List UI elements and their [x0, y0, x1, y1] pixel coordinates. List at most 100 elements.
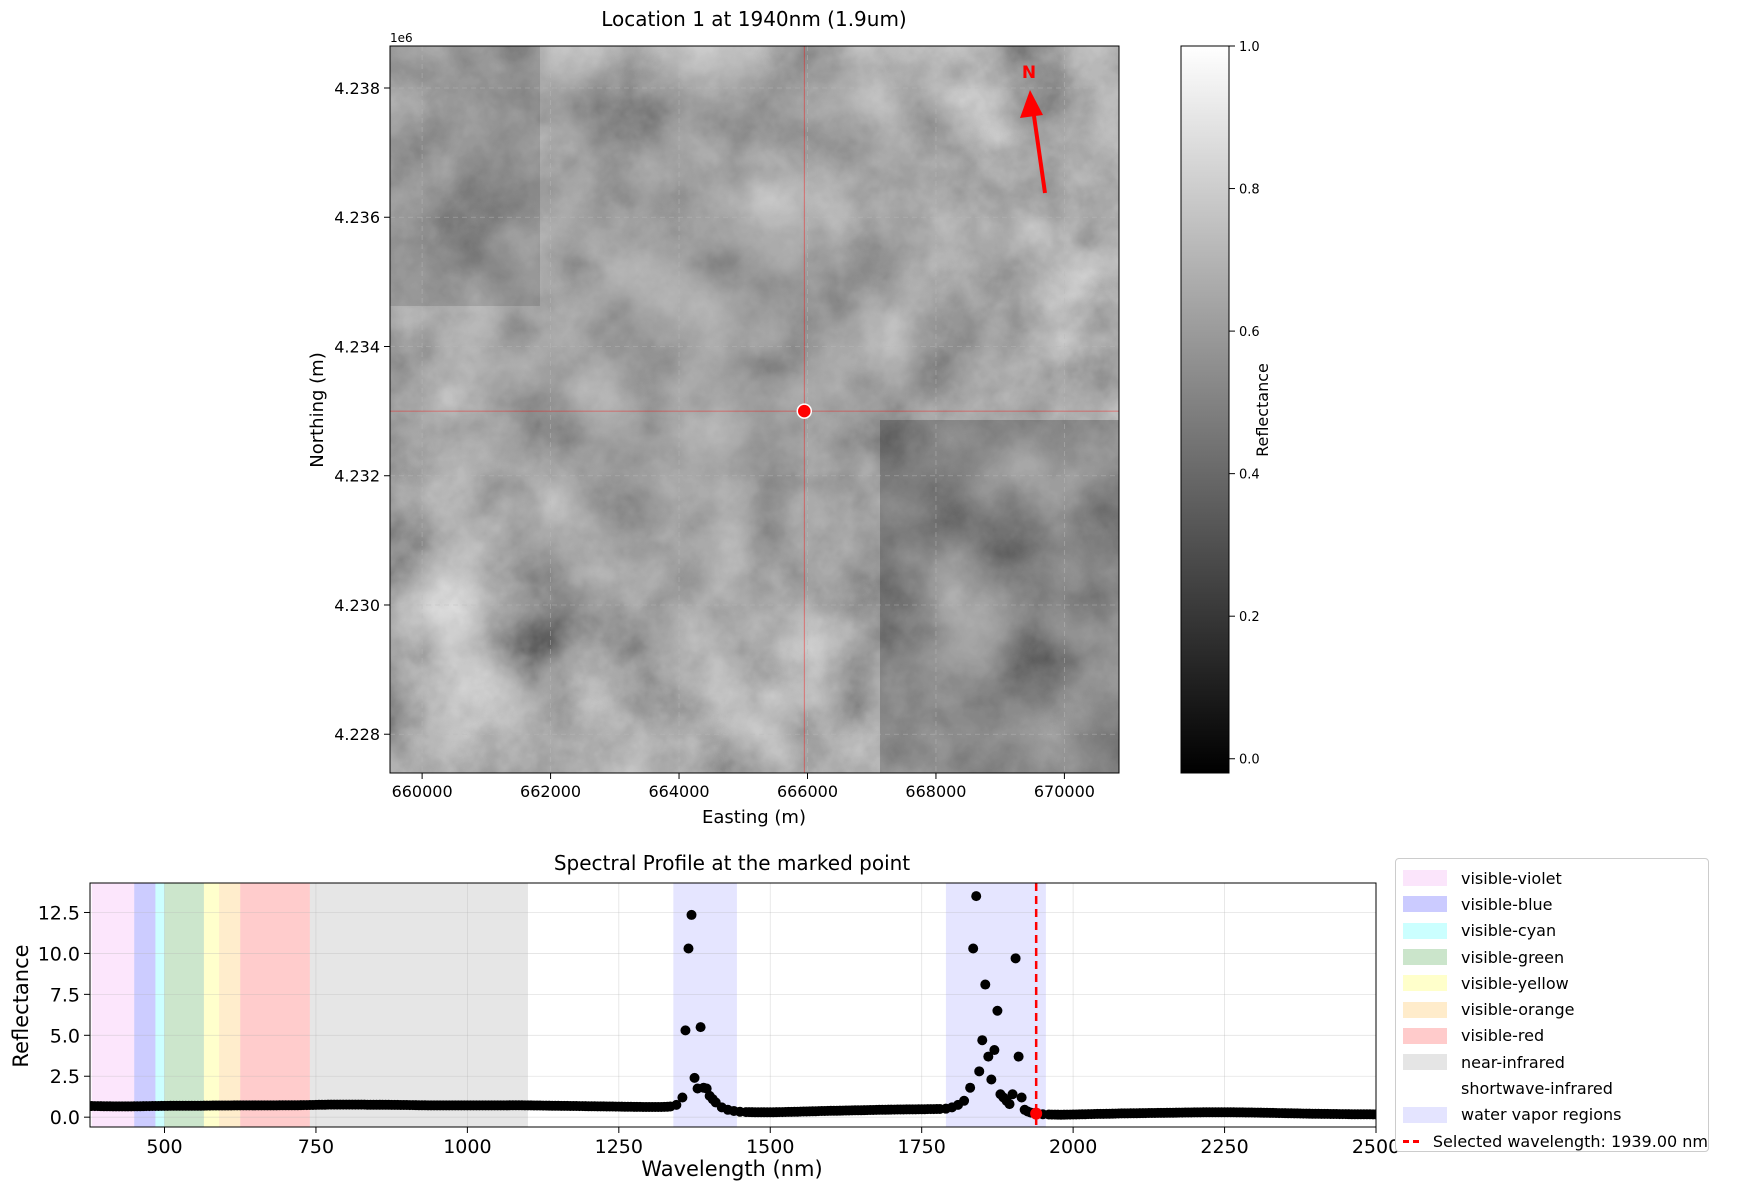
legend-swatch	[1403, 922, 1447, 939]
map-x-tick-label: 666000	[777, 782, 838, 801]
spectral-point	[680, 1025, 691, 1036]
map-y-ticks: 4.228 4.230 4.232 4.234 4.236 4.238	[334, 79, 390, 744]
spectral-x-tick-label: 1750	[898, 1136, 946, 1158]
north-arrow-head	[1020, 90, 1043, 118]
map-x-tick-label: 668000	[905, 782, 966, 801]
map-image	[390, 46, 1119, 773]
spectral-y-tick-label: 5.0	[50, 1025, 80, 1047]
region-visible-cyan	[155, 883, 165, 1127]
map-x-tick-label: 670000	[1034, 782, 1095, 801]
spectral-point	[983, 1051, 994, 1062]
legend-item-selected-wavelength: Selected wavelength: 1939.00 nm	[1396, 1128, 1708, 1154]
legend-item-visible-green: visible-green	[1396, 944, 1708, 970]
region-visible-orange	[219, 883, 241, 1127]
spectral-point	[980, 979, 991, 990]
spectral-point	[989, 1045, 1000, 1056]
legend-swatch	[1403, 975, 1447, 992]
map-x-ticks: 660000 662000 664000 666000 668000 670000	[392, 773, 1095, 801]
legend-item-visible-blue: visible-blue	[1396, 891, 1708, 917]
spectral-x-tick-label: 2250	[1200, 1136, 1248, 1158]
colorbar-tick-label: 0.8	[1239, 183, 1260, 198]
spectral-title: Spectral Profile at the marked point	[554, 851, 910, 875]
colorbar-label: Reflectance	[1253, 363, 1272, 457]
legend-item-visible-red: visible-red	[1396, 1023, 1708, 1049]
map-y-tick-label: 4.236	[334, 208, 380, 227]
region-visible-violet	[91, 883, 135, 1127]
map-title: Location 1 at 1940nm (1.9um)	[601, 7, 906, 31]
spectral-grid	[90, 883, 1376, 1127]
legend-label: visible-violet	[1461, 868, 1562, 888]
legend-label: visible-yellow	[1461, 973, 1569, 993]
legend-label: visible-red	[1461, 1026, 1545, 1046]
legend-item-water-vapor-regions: water vapor regions	[1396, 1102, 1708, 1128]
legend-swatch	[1403, 1106, 1447, 1123]
spectral-point	[959, 1095, 970, 1106]
map-y-tick-label: 4.230	[334, 596, 380, 615]
map-panel: Location 1 at 1940nm (1.9um) 660000 66200…	[307, 7, 1120, 828]
spectral-point	[671, 1099, 682, 1110]
spectral-y-ticks: 0.0 2.5 5.0 7.5 10.0 12.5	[38, 902, 90, 1129]
spectral-point	[683, 943, 694, 954]
spectral-point	[689, 1072, 700, 1083]
region-visible-blue	[134, 883, 156, 1127]
map-y-tick-label: 4.238	[334, 79, 380, 98]
map-axes-frame	[389, 45, 1120, 774]
legend-swatch	[1403, 870, 1447, 887]
map-y-tick-label: 4.228	[334, 725, 380, 744]
spectral-point	[986, 1074, 997, 1085]
spectral-point	[677, 1092, 688, 1103]
legend-label: near-infrared	[1461, 1052, 1565, 1072]
spectral-points	[90, 891, 1376, 1120]
map-y-tick-label: 4.232	[334, 467, 380, 486]
legend-label: visible-cyan	[1461, 921, 1557, 941]
map-x-tick-label: 660000	[392, 782, 453, 801]
region-visible-red	[240, 883, 310, 1127]
map-x-axis-label: Easting (m)	[702, 807, 806, 828]
region-near-infrared	[309, 883, 528, 1127]
legend-label: shortwave-infrared	[1461, 1079, 1613, 1099]
colorbar-gradient	[1180, 45, 1230, 774]
map-x-tick-label: 662000	[520, 782, 581, 801]
north-arrow-label: N	[1022, 63, 1036, 83]
spectral-panel: Spectral Profile at the marked point 500…	[9, 851, 1400, 1181]
north-arrow-shaft	[1032, 115, 1047, 194]
legend-item-shortwave-infrared: shortwave-infrared	[1396, 1075, 1708, 1101]
spectral-point	[1007, 1089, 1018, 1100]
spectral-point	[968, 943, 979, 954]
selected-wavelength-point	[1030, 1107, 1043, 1120]
spectral-y-tick-label: 10.0	[38, 943, 80, 965]
legend-swatch	[1403, 896, 1447, 913]
spectral-x-tick-label: 2500	[1352, 1136, 1400, 1158]
north-arrow: N	[1020, 63, 1047, 194]
colorbar: 0.0 0.2 0.4 0.6 0.8 1.0 Reflectance	[1180, 40, 1272, 774]
legend-label: visible-orange	[1461, 1000, 1575, 1020]
spectral-point	[1010, 953, 1021, 964]
spectral-x-ticks: 500 750 1000 1250 1500 1750 2000 2250 2500	[146, 1127, 1400, 1158]
spectral-legend: visible-violet visible-blue visible-cyan vi…	[1395, 858, 1709, 1152]
spectral-point	[1371, 1109, 1376, 1120]
spectral-point	[1013, 1051, 1024, 1062]
legend-swatch	[1403, 1027, 1447, 1044]
colorbar-tick-label: 0.4	[1239, 468, 1260, 483]
region-water-vapor-regions	[945, 883, 1046, 1127]
map-y-tick-label: 4.234	[334, 337, 380, 356]
spectral-y-tick-label: 2.5	[50, 1066, 80, 1088]
legend-swatch	[1403, 949, 1447, 966]
legend-label: water vapor regions	[1461, 1105, 1622, 1125]
spectral-y-tick-label: 12.5	[38, 902, 80, 924]
spectral-axes-frame	[89, 882, 1377, 1128]
region-visible-green	[164, 883, 204, 1127]
legend-swatch	[1403, 1054, 1447, 1071]
spectral-point	[974, 1066, 985, 1077]
region-visible-yellow	[203, 883, 220, 1127]
spectral-point	[695, 1022, 706, 1033]
legend-item-near-infrared: near-infrared	[1396, 1049, 1708, 1075]
legend-label: visible-blue	[1461, 894, 1553, 914]
colorbar-tick-label: 0.0	[1239, 753, 1260, 768]
legend-item-visible-cyan: visible-cyan	[1396, 918, 1708, 944]
spectral-point	[1004, 1099, 1015, 1110]
legend-item-visible-orange: visible-orange	[1396, 996, 1708, 1022]
legend-item-visible-yellow: visible-yellow	[1396, 970, 1708, 996]
legend-swatch	[1403, 1001, 1447, 1018]
